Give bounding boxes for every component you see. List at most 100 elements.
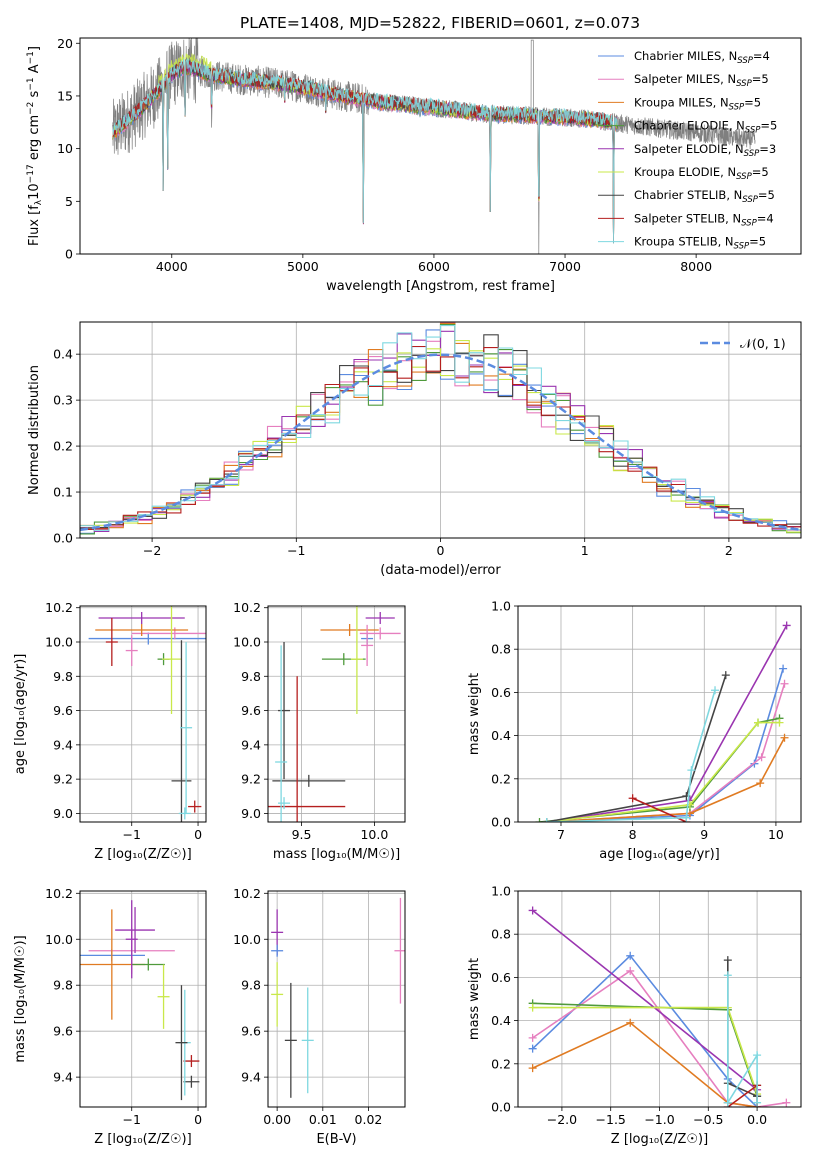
y-tick-label: 9.6 <box>241 703 261 718</box>
legend-label-normal: 𝒩(0, 1) <box>740 336 786 351</box>
x-tick-label: −2 <box>143 543 161 558</box>
y-axis-label: mass weight <box>467 958 482 1040</box>
axes-frame <box>267 605 406 823</box>
errorbar-kroupa-stelib <box>178 807 191 820</box>
legend-label-chabrier-stelib: Chabrier STELIB, NSSP=5 <box>634 188 775 205</box>
point-salpeter-elodie <box>528 906 537 915</box>
y-tick-label: 20 <box>57 36 73 51</box>
series-line-chabrier-miles <box>546 668 784 822</box>
y-tick-label: 9.4 <box>53 1070 73 1085</box>
y-tick-label: 9.0 <box>53 806 73 821</box>
plot-area <box>268 606 401 822</box>
plot-area <box>80 322 801 535</box>
axes-frame <box>267 890 406 1108</box>
errorbar-kroupa-stelib <box>278 797 291 810</box>
x-tick-label: −1 <box>287 543 305 558</box>
x-axis-label: Z [log₁₀(Z/Z☉)] <box>94 1132 191 1147</box>
y-tick-label: 10.2 <box>233 886 261 901</box>
plot-area <box>528 906 791 1107</box>
series-line-chabrier-miles <box>532 954 758 1107</box>
x-tick-label: 7000 <box>549 259 581 274</box>
y-axis-label: mass [log₁₀(M/M☉)] <box>13 935 28 1062</box>
y-tick-label: 9.2 <box>241 772 261 787</box>
normal-distribution-curve <box>80 353 801 532</box>
y-tick-label: 9.6 <box>53 703 73 718</box>
errorbar-salpeter-stelib <box>183 1055 200 1068</box>
point-chabrier-miles <box>528 1044 537 1053</box>
y-tick-label: 10.0 <box>45 932 73 947</box>
y-tick-label: 9.4 <box>53 737 73 752</box>
y-tick-label: 9.8 <box>241 978 261 993</box>
legend-label-salpeter-miles: Salpeter MILES, NSSP=5 <box>634 72 769 89</box>
y-tick-label: 0.4 <box>53 347 73 362</box>
x-axis-label: mass [log₁₀(M/M☉)] <box>273 847 400 862</box>
errorbar-chabrier-stelib <box>171 640 192 822</box>
x-tick-label: 8 <box>629 827 637 842</box>
point-kroupa-stelib <box>753 1098 762 1107</box>
x-axis-label: (data-model)/error <box>380 563 501 578</box>
series-line-kroupa-stelib <box>727 975 758 1106</box>
axes-frame <box>79 890 207 1108</box>
x-tick-label: 1 <box>581 543 589 558</box>
point-kroupa-miles <box>780 733 789 742</box>
x-tick-label: 7 <box>557 827 565 842</box>
x-tick-label: 0.0 <box>747 1112 767 1127</box>
x-tick-label: 0.01 <box>309 1112 337 1127</box>
point-chabrier-stelib <box>723 956 732 965</box>
legend: Chabrier MILES, NSSP=4 Salpeter MILES, NS… <box>598 49 777 252</box>
series-line-kroupa-elodie <box>546 721 780 822</box>
y-tick-label: 0.1 <box>53 485 73 500</box>
y-tick-label: 10.0 <box>233 635 261 650</box>
errorbar-kroupa-elodie <box>157 964 170 1029</box>
point-chabrier-miles <box>626 951 635 960</box>
point-kroupa-elodie <box>775 718 784 727</box>
legend-label-kroupa-miles: Kroupa MILES, NSSP=5 <box>634 95 761 112</box>
y-tick-label: 9.2 <box>53 772 73 787</box>
histogram-salpeter-stelib <box>80 345 801 530</box>
point-kroupa-elodie <box>528 1003 537 1012</box>
series-line-kroupa-miles <box>546 737 786 822</box>
point-chabrier-miles <box>779 664 788 673</box>
y-tick-label: 9.8 <box>53 978 73 993</box>
x-tick-label: −1 <box>123 1112 141 1127</box>
legend-label-kroupa-elodie: Kroupa ELODIE, NSSP=5 <box>634 165 769 182</box>
point-chabrier-elodie <box>535 818 544 822</box>
errorbar-kroupa-miles <box>320 624 379 636</box>
errorbar-salpeter-miles <box>361 624 374 666</box>
figure-title: PLATE=1408, MJD=52822, FIBERID=0601, z=0… <box>240 14 640 32</box>
y-tick-label: 9.6 <box>53 1024 73 1039</box>
y-axis-label: age [log₁₀(age/yr)] <box>13 654 28 775</box>
point-salpeter-miles <box>757 753 766 762</box>
panel-residuals: −2 −1 0 1 2 0.0 0.1 0.2 0.3 0.4 (data-model)/error… <box>27 321 802 578</box>
errorbar-salpeter-elodie <box>98 612 185 624</box>
model-line-salpeter-stelib <box>112 59 618 244</box>
y-tick-label: 0.4 <box>491 728 511 743</box>
point-kroupa-stelib <box>711 686 720 695</box>
errorbar-salpeter-stelib <box>188 800 202 813</box>
errorbar-kroupa-elodie <box>271 962 284 1027</box>
point-kroupa-stelib <box>682 813 691 822</box>
y-tick-label: 9.8 <box>241 669 261 684</box>
legend-label-salpeter-stelib: Salpeter STELIB, NSSP=4 <box>634 211 774 228</box>
y-tick-label: 10.0 <box>233 932 261 947</box>
point-salpeter-miles <box>782 1098 791 1107</box>
errorbar-chabrier-stelib <box>183 1075 200 1088</box>
panel-massweight_vs_Z: −2.0 −1.5 −1.0 −0.5 0.0 0.0 0.2 0.4 0.6 0.8 1.0 Z [… <box>467 884 802 1147</box>
y-tick-label: 0.6 <box>491 685 511 700</box>
x-tick-label: −2.0 <box>547 1112 577 1127</box>
errorbar-salpeter-elodie <box>125 900 138 979</box>
legend-label-kroupa-stelib: Kroupa STELIB, NSSP=5 <box>634 235 766 252</box>
x-tick-label: 6000 <box>418 259 450 274</box>
y-tick-label: 10.0 <box>45 635 73 650</box>
y-tick-label: 0 <box>65 247 73 262</box>
errorbar-chabrier-miles <box>88 632 206 645</box>
point-salpeter-miles <box>626 966 635 975</box>
errorbar-chabrier-stelib <box>284 982 297 1098</box>
histogram-kroupa-stelib <box>80 325 801 531</box>
panel-mass_vs_Z: −1 0 9.4 9.6 9.8 10.0 10.2 Z [log₁₀(Z/Z☉)] mass … <box>13 886 207 1147</box>
plot-area <box>112 38 756 254</box>
point-kroupa-stelib <box>542 818 551 822</box>
x-axis-label: wavelength [Angstrom, rest frame] <box>326 279 555 294</box>
y-tick-label: 9.8 <box>53 669 73 684</box>
panel-massweight_vs_age: 7 8 9 10 0.0 0.2 0.4 0.6 0.8 1.0 age [log₁₀(age/yr… <box>467 599 802 862</box>
